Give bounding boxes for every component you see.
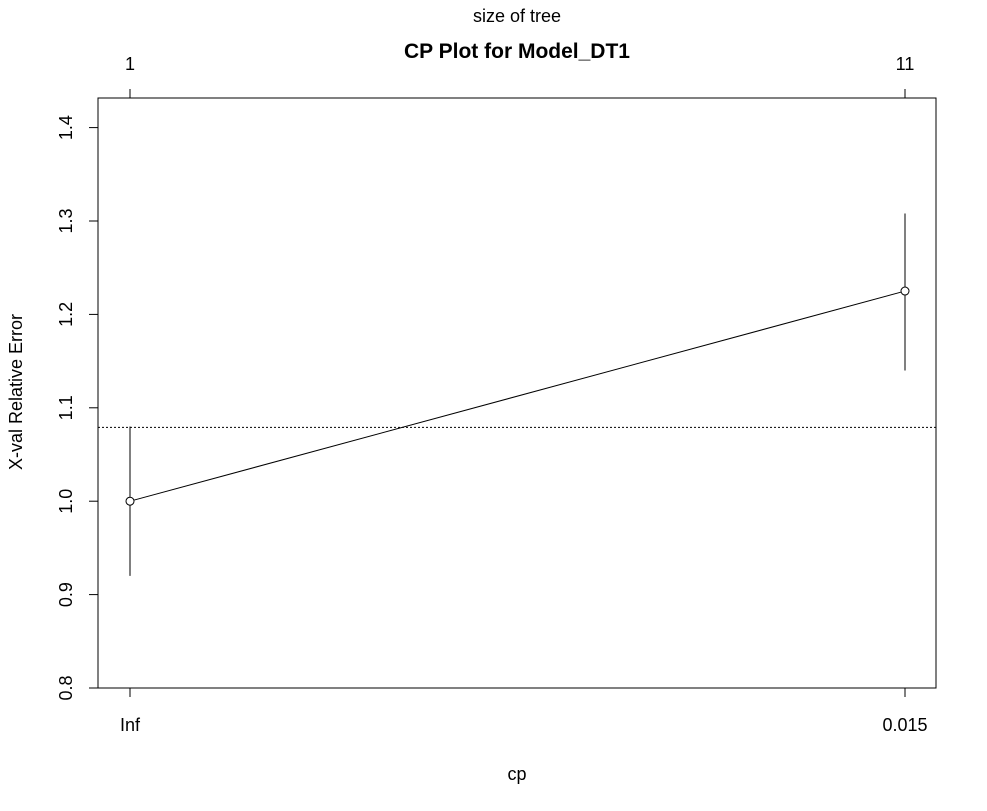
- top-axis-label: size of tree: [473, 6, 561, 26]
- data-point: [125, 496, 135, 506]
- y-tick-label: 1.2: [56, 302, 76, 327]
- series-line: [129, 290, 906, 502]
- y-tick-label: 0.9: [56, 582, 76, 607]
- plot-frame: [97, 97, 937, 689]
- top-tick-label: 1: [125, 54, 135, 74]
- x-axis-label: cp: [507, 764, 526, 784]
- y-axis-label: X-val Relative Error: [6, 314, 26, 470]
- x-tick-label: 0.015: [882, 715, 927, 735]
- y-tick-label: 1.4: [56, 115, 76, 140]
- x-tick-label: Inf: [120, 715, 141, 735]
- chart-title: CP Plot for Model_DT1: [404, 40, 630, 63]
- y-tick-label: 1.1: [56, 395, 76, 420]
- data-point: [900, 286, 910, 296]
- y-tick-label: 1.0: [56, 489, 76, 514]
- y-tick-label: 1.3: [56, 208, 76, 233]
- top-tick-label: 11: [896, 54, 915, 74]
- y-tick-label: 0.8: [56, 675, 76, 700]
